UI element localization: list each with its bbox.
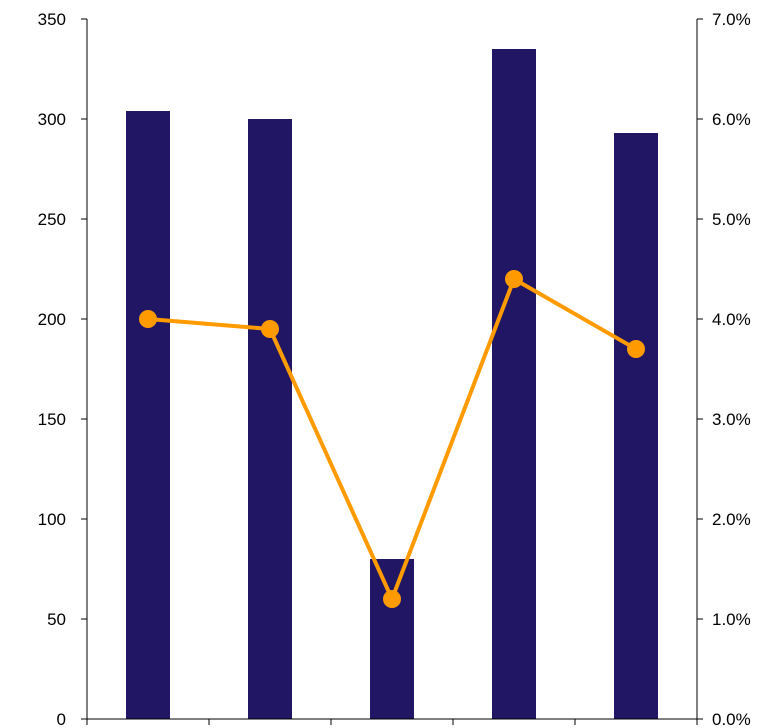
bar-5 — [614, 133, 658, 719]
bar-4 — [492, 49, 536, 719]
line-point-3 — [383, 590, 401, 608]
bar-2 — [248, 119, 292, 719]
right-tick-label-5: 5.0% — [712, 210, 751, 229]
right-tick-label-1: 1.0% — [712, 610, 751, 629]
left-tick-label-4: 200 — [38, 310, 66, 329]
left-tick-label-3: 150 — [38, 410, 66, 429]
left-tick-label-6: 300 — [38, 110, 66, 129]
bar-1 — [126, 111, 170, 719]
right-tick-label-4: 4.0% — [712, 310, 751, 329]
right-tick-label-7: 7.0% — [712, 10, 751, 29]
right-tick-label-6: 6.0% — [712, 110, 751, 129]
right-tick-label-3: 3.0% — [712, 410, 751, 429]
left-tick-label-0: 0 — [57, 710, 66, 728]
left-tick-label-5: 250 — [38, 210, 66, 229]
line-point-2 — [261, 320, 279, 338]
bar-3 — [370, 559, 414, 719]
right-tick-label-0: 0.0% — [712, 710, 751, 728]
line-series — [147, 277, 637, 601]
line-point-4 — [505, 270, 523, 288]
right-tick-label-2: 2.0% — [712, 510, 751, 529]
line-point-1 — [139, 310, 157, 328]
left-tick-label-2: 100 — [38, 510, 66, 529]
left-tick-label-7: 350 — [38, 10, 66, 29]
line-point-5 — [627, 340, 645, 358]
left-tick-label-1: 50 — [47, 610, 66, 629]
